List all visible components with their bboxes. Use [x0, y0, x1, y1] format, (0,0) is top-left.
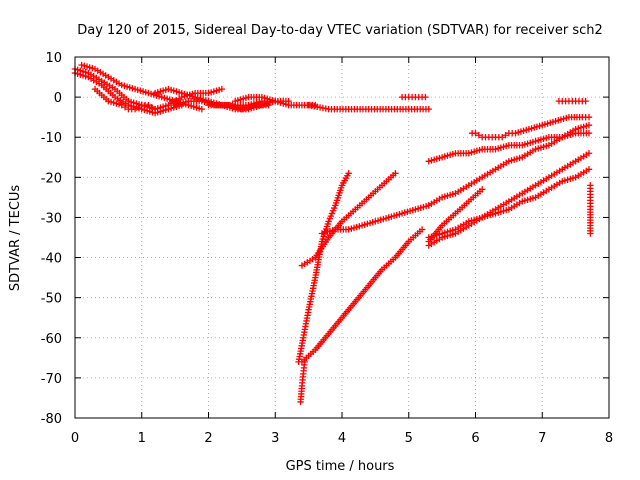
- x-tick-label: 6: [471, 431, 479, 446]
- x-axis-title: GPS time / hours: [286, 459, 395, 474]
- data-point: [502, 132, 509, 139]
- x-tick-label: 4: [338, 431, 346, 446]
- data-point: [585, 166, 593, 173]
- data-point: [582, 97, 589, 105]
- series-track-9: [305, 101, 432, 113]
- data-marks: [71, 61, 594, 406]
- x-tick-label: 7: [538, 431, 546, 446]
- series-track-10: [398, 93, 429, 101]
- data-point: [135, 103, 142, 111]
- series-track-16: [425, 130, 593, 165]
- y-axis-title: SDTVAR / TECUs: [8, 185, 23, 292]
- grid: [75, 57, 609, 418]
- axis-ticks: [74, 56, 610, 419]
- y-tick-label: -20: [41, 171, 62, 186]
- y-tick-label: 0: [54, 91, 62, 106]
- data-point: [425, 105, 432, 113]
- chart-title: Day 120 of 2015, Sidereal Day-to-day VTE…: [77, 23, 603, 38]
- data-point: [151, 105, 159, 113]
- x-tick-label: 5: [405, 431, 413, 446]
- y-tick-label: -80: [41, 412, 62, 427]
- data-point: [418, 226, 426, 233]
- series-track-15: [318, 202, 432, 237]
- y-tick-label: -60: [41, 332, 62, 347]
- data-point: [585, 130, 593, 137]
- data-point: [475, 132, 483, 139]
- data-point: [392, 170, 399, 177]
- data-point: [131, 105, 139, 113]
- y-tick-label: -50: [41, 292, 62, 307]
- series-track-22: [555, 97, 589, 105]
- data-point: [118, 101, 125, 109]
- data-point: [145, 101, 152, 109]
- series-track-23: [587, 182, 594, 237]
- data-point: [585, 150, 593, 157]
- data-point: [585, 113, 593, 121]
- data-point: [499, 134, 506, 141]
- x-tick-label: 2: [204, 431, 212, 446]
- data-point: [218, 85, 226, 93]
- series-track-17: [425, 121, 593, 209]
- data-point: [345, 170, 352, 177]
- data-point: [422, 93, 429, 101]
- series-track-3: [78, 61, 206, 113]
- data-point: [587, 230, 594, 237]
- y-tick-label: -40: [41, 252, 62, 267]
- x-tick-label: 3: [271, 431, 279, 446]
- series-track-14: [298, 226, 426, 366]
- tick-labels: 0 1 2 3 4 5 6 7 8 -80 -70 -60 -50 -40 -30 -20 -10 0 10: [41, 51, 613, 446]
- series-track-2: [71, 69, 185, 117]
- x-tick-label: 8: [605, 431, 613, 446]
- series-track-20: [425, 150, 593, 249]
- data-point: [148, 103, 155, 111]
- y-tick-label: 10: [45, 51, 62, 66]
- data-point: [265, 101, 272, 109]
- series-track-8: [205, 97, 319, 109]
- y-tick-label: -30: [41, 211, 62, 226]
- data-point: [121, 103, 129, 111]
- data-point: [472, 130, 479, 137]
- x-tick-label: 1: [138, 431, 146, 446]
- series-track-4: [91, 85, 159, 113]
- y-tick-label: -70: [41, 372, 62, 387]
- series-track-21: [468, 113, 593, 141]
- y-tick-label: -10: [41, 131, 62, 146]
- series-track-12: [297, 358, 308, 406]
- data-point: [585, 121, 593, 129]
- data-point: [478, 186, 486, 193]
- data-point: [198, 105, 206, 113]
- x-tick-label: 0: [71, 431, 79, 446]
